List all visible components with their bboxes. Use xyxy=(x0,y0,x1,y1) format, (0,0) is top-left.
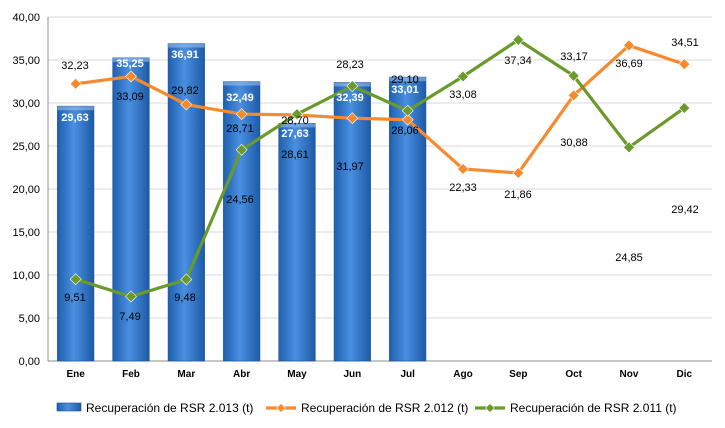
line-2012-data-label: 29,82 xyxy=(171,85,199,97)
bar xyxy=(278,123,316,362)
series-marker xyxy=(678,58,691,71)
y-tick-label: 15,00 xyxy=(12,227,40,239)
series-marker xyxy=(401,104,414,117)
line-2011-data-label: 29,42 xyxy=(671,204,699,216)
legend-bar-swatch xyxy=(56,402,82,412)
line-2011-data-label: 29,10 xyxy=(391,74,419,86)
line-2011-data-label: 33,08 xyxy=(449,89,477,101)
bar xyxy=(57,105,95,362)
y-tick-label: 5,00 xyxy=(19,313,40,325)
line-2011-data-label: 9,48 xyxy=(174,292,195,304)
y-tick-label: 25,00 xyxy=(12,141,40,153)
line-2011-data-label: 24,85 xyxy=(615,252,643,264)
y-tick-label: 20,00 xyxy=(12,184,40,196)
y-tick-label: 30,00 xyxy=(12,98,40,110)
bar xyxy=(167,43,205,362)
series-marker xyxy=(623,141,635,154)
series-marker xyxy=(512,167,525,179)
series-marker xyxy=(125,70,137,83)
line-2011-data-label: 33,17 xyxy=(560,51,588,63)
line-2012-data-label: 36,69 xyxy=(615,58,643,70)
x-tick-label: Oct xyxy=(565,369,582,380)
plot-area: 0,00 5,00 10,00 15,00 20,00 25,00 30,00 35,00 40… xyxy=(12,12,712,380)
y-tick-label: 40,00 xyxy=(12,12,40,24)
x-tick-label: Ago xyxy=(453,369,472,380)
series-marker xyxy=(69,273,82,286)
y-tick-label: 0,00 xyxy=(19,356,40,368)
x-tick-label: Ene xyxy=(66,369,85,380)
bar-top-highlight xyxy=(278,123,316,128)
y-tick-label: 10,00 xyxy=(12,270,40,282)
series-marker xyxy=(291,108,303,121)
series-marker xyxy=(567,69,580,82)
series-marker xyxy=(512,33,525,46)
bar-top-highlight xyxy=(389,77,426,82)
line-2011-data-label: 31,97 xyxy=(336,161,364,173)
legend-label: Recuperación de RSR 2.013 (t) xyxy=(86,401,253,415)
line-2011-data-label: 24,56 xyxy=(226,194,254,206)
line-2012-data-label: 28,23 xyxy=(336,59,364,71)
line-2011-data-label: 37,34 xyxy=(504,55,532,67)
x-tick-label: Jul xyxy=(400,369,415,380)
series-line xyxy=(74,38,686,299)
series-marker xyxy=(457,70,469,83)
line-2011-data-label: 7,49 xyxy=(119,311,140,323)
x-tick-label: Feb xyxy=(122,369,140,380)
line-2011-data-label: 28,70 xyxy=(281,115,309,127)
series-marker xyxy=(346,80,359,92)
x-tick-label: Mar xyxy=(177,369,195,380)
line-2012-data-label: 33,09 xyxy=(116,91,144,103)
x-tick-label: May xyxy=(287,369,307,380)
series-marker xyxy=(180,273,193,286)
legend: Recuperación de RSR 2.013 (t) Recuperació… xyxy=(56,401,677,415)
bar-top-highlight xyxy=(223,81,260,86)
series-marker xyxy=(457,163,469,175)
series-marker xyxy=(678,102,691,114)
bar-data-label: 35,25 xyxy=(116,58,144,70)
bar-top-highlight xyxy=(168,43,205,48)
legend-marker xyxy=(276,403,286,413)
series-marker xyxy=(125,290,137,303)
series-line xyxy=(74,43,686,175)
series-marker xyxy=(567,89,580,102)
bar-data-label: 29,63 xyxy=(61,112,89,124)
series-marker xyxy=(623,39,635,52)
bar xyxy=(112,57,150,362)
series-marker xyxy=(235,143,248,156)
series-marker xyxy=(235,108,248,121)
bar-data-label: 32,39 xyxy=(336,92,364,104)
line-2011-data-label: 9,51 xyxy=(64,292,85,304)
legend-label: Recuperación de RSR 2.011 (t) xyxy=(510,401,677,415)
x-tick-label: Abr xyxy=(233,369,250,380)
y-tick-label: 35,00 xyxy=(12,55,40,67)
series-marker xyxy=(69,77,82,90)
line-2012-data-label: 21,86 xyxy=(504,189,532,201)
bar xyxy=(333,82,371,362)
bar-top-highlight xyxy=(112,57,150,62)
line-2012-data-label: 22,33 xyxy=(449,182,477,194)
series-marker xyxy=(401,113,414,126)
series-marker xyxy=(346,112,359,125)
line-2012-data-label: 28,06 xyxy=(391,125,419,137)
bar-data-label: 36,91 xyxy=(171,49,199,61)
legend-label: Recuperación de RSR 2.012 (t) xyxy=(301,401,468,415)
bar-top-highlight xyxy=(57,106,94,111)
line-2012-data-label: 32,23 xyxy=(61,60,89,72)
line-2012-data-label: 30,88 xyxy=(560,137,588,149)
x-tick-label: Jun xyxy=(343,369,361,380)
x-tick-label: Dic xyxy=(677,369,693,380)
bar-data-label: 33,01 xyxy=(391,84,419,96)
x-tick-label: Nov xyxy=(620,369,639,380)
bar xyxy=(223,81,261,362)
legend-marker xyxy=(485,403,495,413)
line-2012-data-label: 28,61 xyxy=(281,149,309,161)
x-tick-label: Sep xyxy=(509,369,527,380)
line-2012-data-label: 34,51 xyxy=(671,37,699,49)
bar-data-label: 27,63 xyxy=(281,128,309,140)
bar-data-label: 32,49 xyxy=(226,92,254,104)
series-marker xyxy=(180,98,193,111)
line-2012-data-label: 28,71 xyxy=(226,123,254,135)
